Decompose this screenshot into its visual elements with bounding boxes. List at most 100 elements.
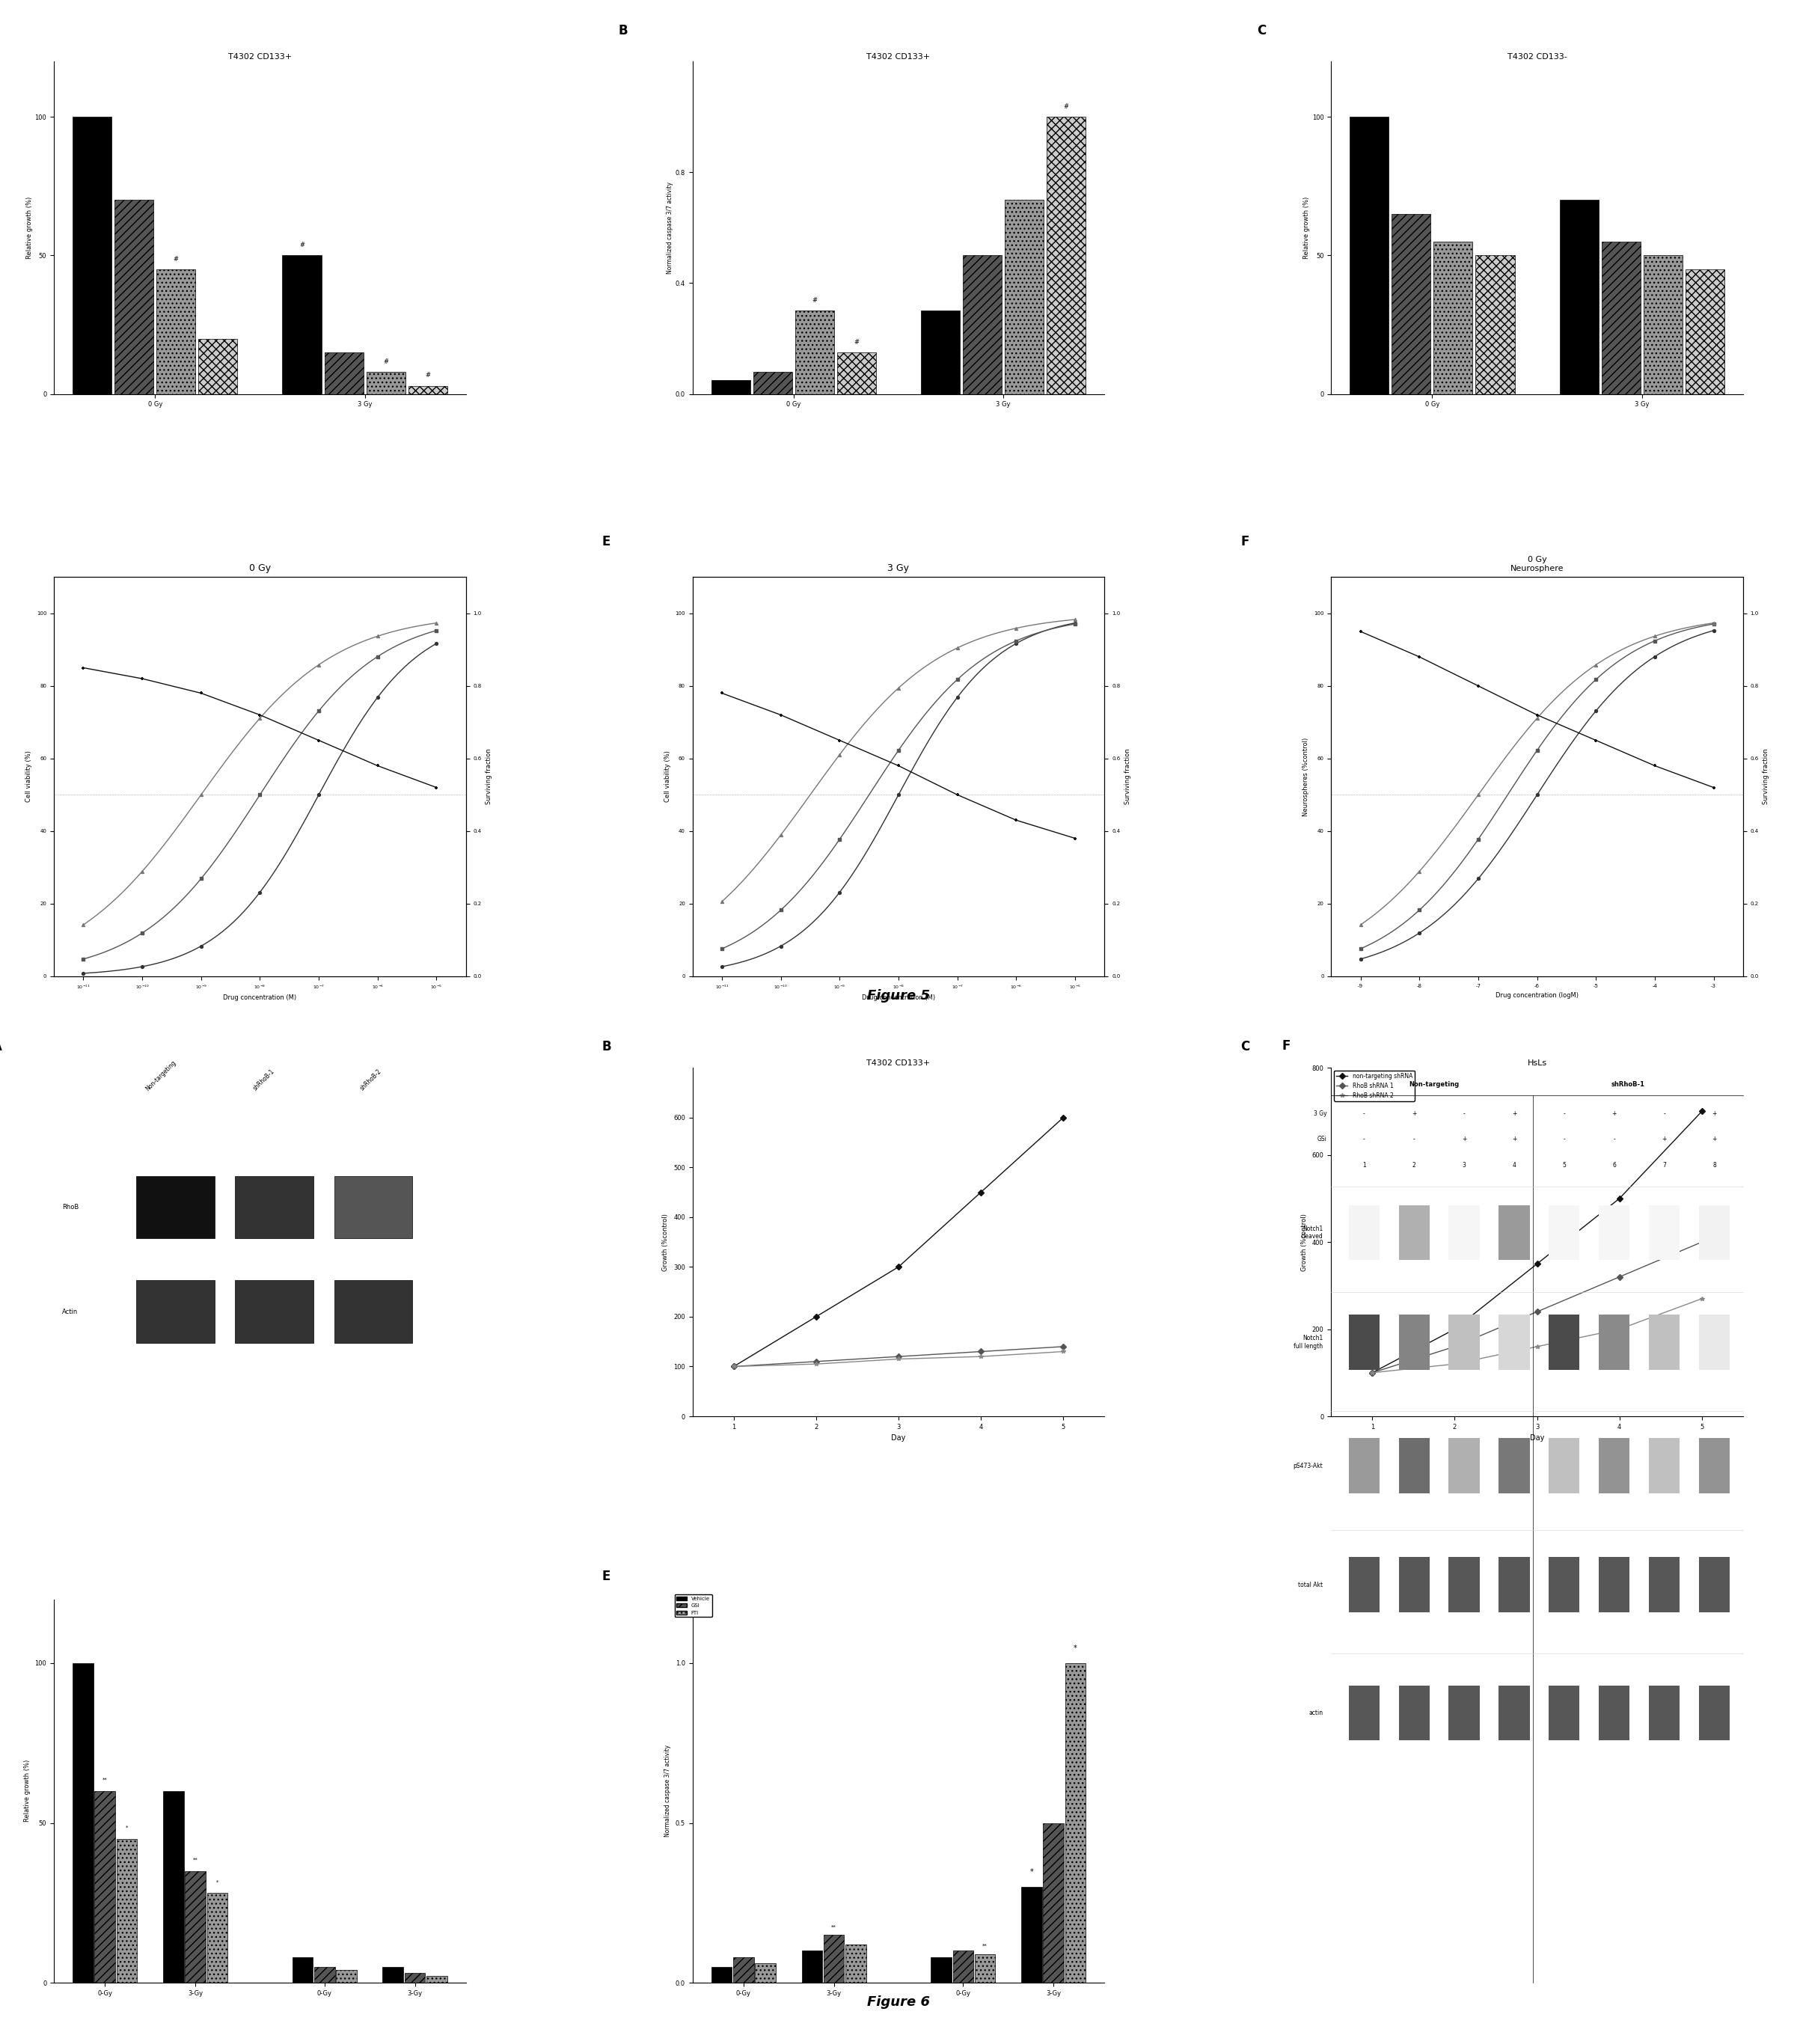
Bar (426, 1977, 447, 1983)
Bar (1650, 1206, 1680, 1259)
Point (363, 681, 392, 713)
Bar (712, 380, 749, 394)
Bar (72, 1664, 93, 1983)
Bar (1549, 1206, 1580, 1259)
Line: RhoB shRNA 2: RhoB shRNA 2 (1371, 1296, 1704, 1376)
Text: *: * (216, 1880, 219, 1885)
Bar (952, 1950, 974, 1983)
Bar (1398, 1314, 1430, 1369)
Bar (1650, 1439, 1680, 1494)
RhoB shRNA 1 (1445, 1335, 1466, 1359)
Point (1346, 942, 1375, 975)
RhoB shRNA 2 (1362, 1361, 1384, 1386)
Bar (72, 117, 111, 394)
Bar (1650, 1558, 1680, 1613)
Point (68, 957, 97, 989)
Bar (282, 256, 322, 394)
Bar (1499, 1558, 1529, 1613)
Text: +: + (1713, 1110, 1716, 1116)
Text: 3: 3 (1463, 1163, 1466, 1169)
Text: **: ** (983, 1944, 988, 1948)
X-axis label: Drug concentration (M): Drug concentration (M) (863, 995, 934, 1002)
RhoB shRNA 1 (1691, 1230, 1713, 1255)
Bar (1448, 1558, 1479, 1613)
Title: HsLs: HsLs (1527, 1059, 1547, 1067)
Bar (974, 1954, 996, 1983)
Text: -: - (1463, 1110, 1465, 1116)
Point (1700, 771, 1729, 803)
non-targeting shRNA (1526, 1251, 1547, 1275)
Point (1465, 863, 1493, 895)
Bar (1698, 1686, 1731, 1739)
X-axis label: Day: Day (891, 1435, 906, 1441)
Bar (164, 1791, 183, 1983)
Point (1700, 607, 1729, 640)
Y-axis label: Relative growth (%): Relative growth (%) (25, 196, 32, 260)
Y-axis label: Surviving fraction: Surviving fraction (485, 748, 492, 805)
Bar (293, 1956, 313, 1983)
RhoB shRNA 1 (1053, 1335, 1075, 1359)
Text: shRhoB-1: shRhoB-1 (1610, 1081, 1644, 1087)
Point (1522, 701, 1551, 734)
Bar (1549, 1686, 1580, 1739)
Point (68, 942, 97, 975)
Bar (837, 352, 875, 394)
Y-axis label: Normalized caspase 3/7 activity: Normalized caspase 3/7 activity (667, 182, 674, 274)
Point (825, 738, 854, 771)
Point (1003, 625, 1031, 658)
Bar (1398, 1558, 1430, 1613)
Legend: non-targeting shRNA, RhoB shRNA 1, RhoB shRNA 2: non-targeting shRNA, RhoB shRNA 1, RhoB … (1333, 1071, 1414, 1102)
Point (943, 681, 972, 713)
Text: #: # (1064, 102, 1069, 110)
Point (766, 699, 794, 732)
non-targeting shRNA (970, 1179, 992, 1204)
Bar (755, 1964, 776, 1983)
Title: 0 Gy: 0 Gy (250, 564, 271, 572)
Bar (1549, 1558, 1580, 1613)
Point (68, 908, 97, 940)
Text: B: B (618, 25, 627, 37)
Bar (334, 1175, 412, 1239)
Bar (794, 311, 834, 394)
Text: -: - (1664, 1110, 1666, 1116)
Text: +: + (1412, 1110, 1416, 1116)
Point (1581, 695, 1610, 728)
Bar (1448, 1206, 1479, 1259)
Text: -: - (1614, 1136, 1616, 1143)
Bar (117, 1840, 137, 1983)
Text: Non-targeting: Non-targeting (144, 1059, 178, 1091)
Point (1405, 916, 1434, 948)
Point (128, 916, 156, 948)
Point (246, 701, 275, 734)
Point (825, 824, 854, 856)
Point (304, 648, 332, 681)
Bar (1348, 1314, 1380, 1369)
Point (884, 779, 913, 811)
Line: non-targeting shRNA: non-targeting shRNA (731, 1116, 1066, 1369)
RhoB shRNA 1 (722, 1355, 744, 1380)
Text: 6: 6 (1612, 1163, 1616, 1169)
RhoB shRNA 1 (805, 1349, 827, 1374)
Point (1700, 607, 1729, 640)
Text: F: F (1281, 1038, 1290, 1053)
Bar (1698, 1206, 1731, 1259)
Point (128, 950, 156, 983)
Point (1581, 648, 1610, 681)
Text: *: * (1030, 1868, 1033, 1876)
Text: +: + (1461, 1136, 1466, 1143)
non-targeting shRNA (1362, 1361, 1384, 1386)
Bar (753, 372, 792, 394)
Point (1405, 893, 1434, 926)
Title: T4302 CD133+: T4302 CD133+ (866, 53, 931, 61)
Text: #: # (383, 358, 388, 366)
Bar (404, 1972, 426, 1983)
Point (246, 779, 275, 811)
Point (1522, 734, 1551, 766)
Point (1003, 611, 1031, 644)
Text: shRhoB-1: shRhoB-1 (252, 1069, 275, 1091)
Point (1641, 640, 1669, 672)
Bar (1650, 1686, 1680, 1739)
Point (1641, 750, 1669, 783)
Text: Notch1
full length: Notch1 full length (1294, 1335, 1323, 1349)
Bar (1599, 1206, 1630, 1259)
